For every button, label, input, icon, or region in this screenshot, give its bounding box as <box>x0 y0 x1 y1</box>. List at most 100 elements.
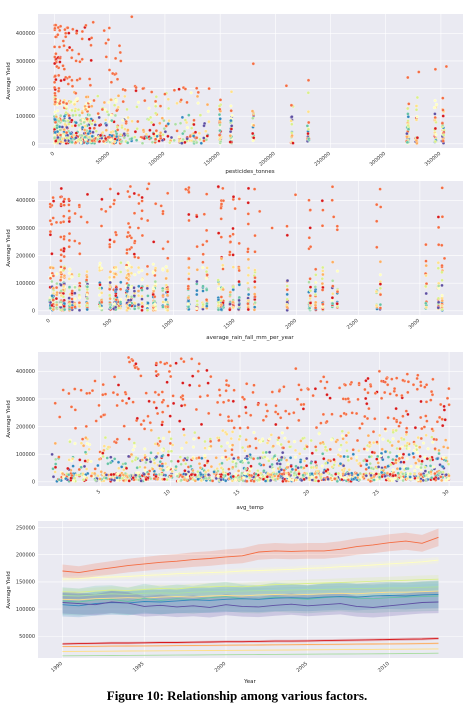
data-point <box>313 460 318 464</box>
data-point <box>228 302 232 306</box>
data-point <box>366 433 371 438</box>
data-point <box>57 455 61 459</box>
data-point <box>62 127 66 132</box>
data-point <box>314 267 318 271</box>
data-point <box>63 27 67 32</box>
data-point <box>149 451 153 455</box>
rainfall-scatter-panel: 0 500 1000 1500 2000 2500 3000 010000020000030… <box>6 181 463 341</box>
data-point <box>88 129 92 134</box>
data-point <box>204 276 209 281</box>
data-point <box>177 87 181 91</box>
data-point <box>424 273 428 278</box>
points-2 <box>48 182 447 312</box>
data-point <box>58 60 62 64</box>
data-point <box>413 426 418 430</box>
data-point <box>74 113 78 117</box>
data-point <box>104 476 108 480</box>
data-point <box>140 294 144 298</box>
data-point <box>383 390 387 395</box>
data-point <box>79 441 84 445</box>
data-point <box>428 458 432 462</box>
data-point <box>62 274 67 278</box>
data-point <box>287 477 292 482</box>
data-point <box>68 302 72 306</box>
data-point <box>135 127 139 131</box>
data-point <box>169 437 173 441</box>
data-point <box>337 386 342 390</box>
data-point <box>234 461 238 466</box>
data-point <box>399 460 403 464</box>
data-point <box>204 129 208 133</box>
data-point <box>195 288 199 293</box>
data-point <box>77 123 81 127</box>
data-point <box>390 443 394 448</box>
data-point <box>160 138 165 142</box>
data-point <box>440 243 444 247</box>
data-point <box>306 131 310 136</box>
data-point <box>405 131 409 136</box>
data-point <box>314 425 319 430</box>
data-point <box>365 448 370 452</box>
data-point <box>103 435 108 440</box>
data-point <box>108 245 112 249</box>
data-point <box>408 472 413 476</box>
data-point <box>80 133 84 138</box>
data-point <box>228 293 232 297</box>
data-point <box>62 254 66 259</box>
data-point <box>132 289 137 293</box>
data-point <box>77 296 82 300</box>
data-point <box>401 452 406 456</box>
data-point <box>204 298 209 302</box>
data-point <box>400 393 404 398</box>
data-point <box>180 446 184 451</box>
data-point <box>55 64 59 69</box>
data-point <box>160 420 165 424</box>
data-point <box>386 383 390 387</box>
data-point <box>195 86 199 90</box>
data-point <box>140 458 144 462</box>
data-point <box>415 95 420 100</box>
data-point <box>189 473 194 477</box>
data-point <box>136 367 140 371</box>
data-point <box>203 463 207 468</box>
data-point <box>330 198 334 202</box>
y-tick-label: 400000 <box>16 198 35 204</box>
data-point <box>308 301 313 305</box>
data-point <box>154 361 159 365</box>
data-point <box>180 141 184 145</box>
data-point <box>91 20 95 24</box>
data-point <box>53 100 57 104</box>
data-point <box>122 132 126 136</box>
data-point <box>143 98 147 103</box>
data-point <box>166 308 170 312</box>
y-axis-label-4: Average Yield <box>6 571 12 608</box>
data-point <box>166 191 170 195</box>
data-point <box>314 445 318 449</box>
data-point <box>125 289 129 294</box>
data-point <box>340 429 344 433</box>
data-point <box>108 284 112 289</box>
data-point <box>99 415 103 419</box>
data-point <box>285 292 289 297</box>
data-point <box>199 478 203 482</box>
data-point <box>219 295 224 299</box>
data-point <box>228 234 232 238</box>
data-point <box>344 440 349 445</box>
data-point <box>145 308 150 312</box>
data-point <box>107 68 112 72</box>
data-point <box>190 126 194 130</box>
x-tick-label: 100000 <box>148 151 166 168</box>
data-point <box>424 383 429 387</box>
data-point <box>405 372 409 376</box>
data-point <box>201 284 205 288</box>
data-point <box>58 195 63 199</box>
data-point <box>153 302 157 306</box>
data-point <box>432 465 436 469</box>
data-point <box>397 424 401 428</box>
data-point <box>307 476 311 480</box>
data-point <box>219 466 224 470</box>
data-point <box>186 295 191 300</box>
data-point <box>430 435 434 439</box>
data-point <box>290 122 294 126</box>
data-point <box>139 374 143 378</box>
